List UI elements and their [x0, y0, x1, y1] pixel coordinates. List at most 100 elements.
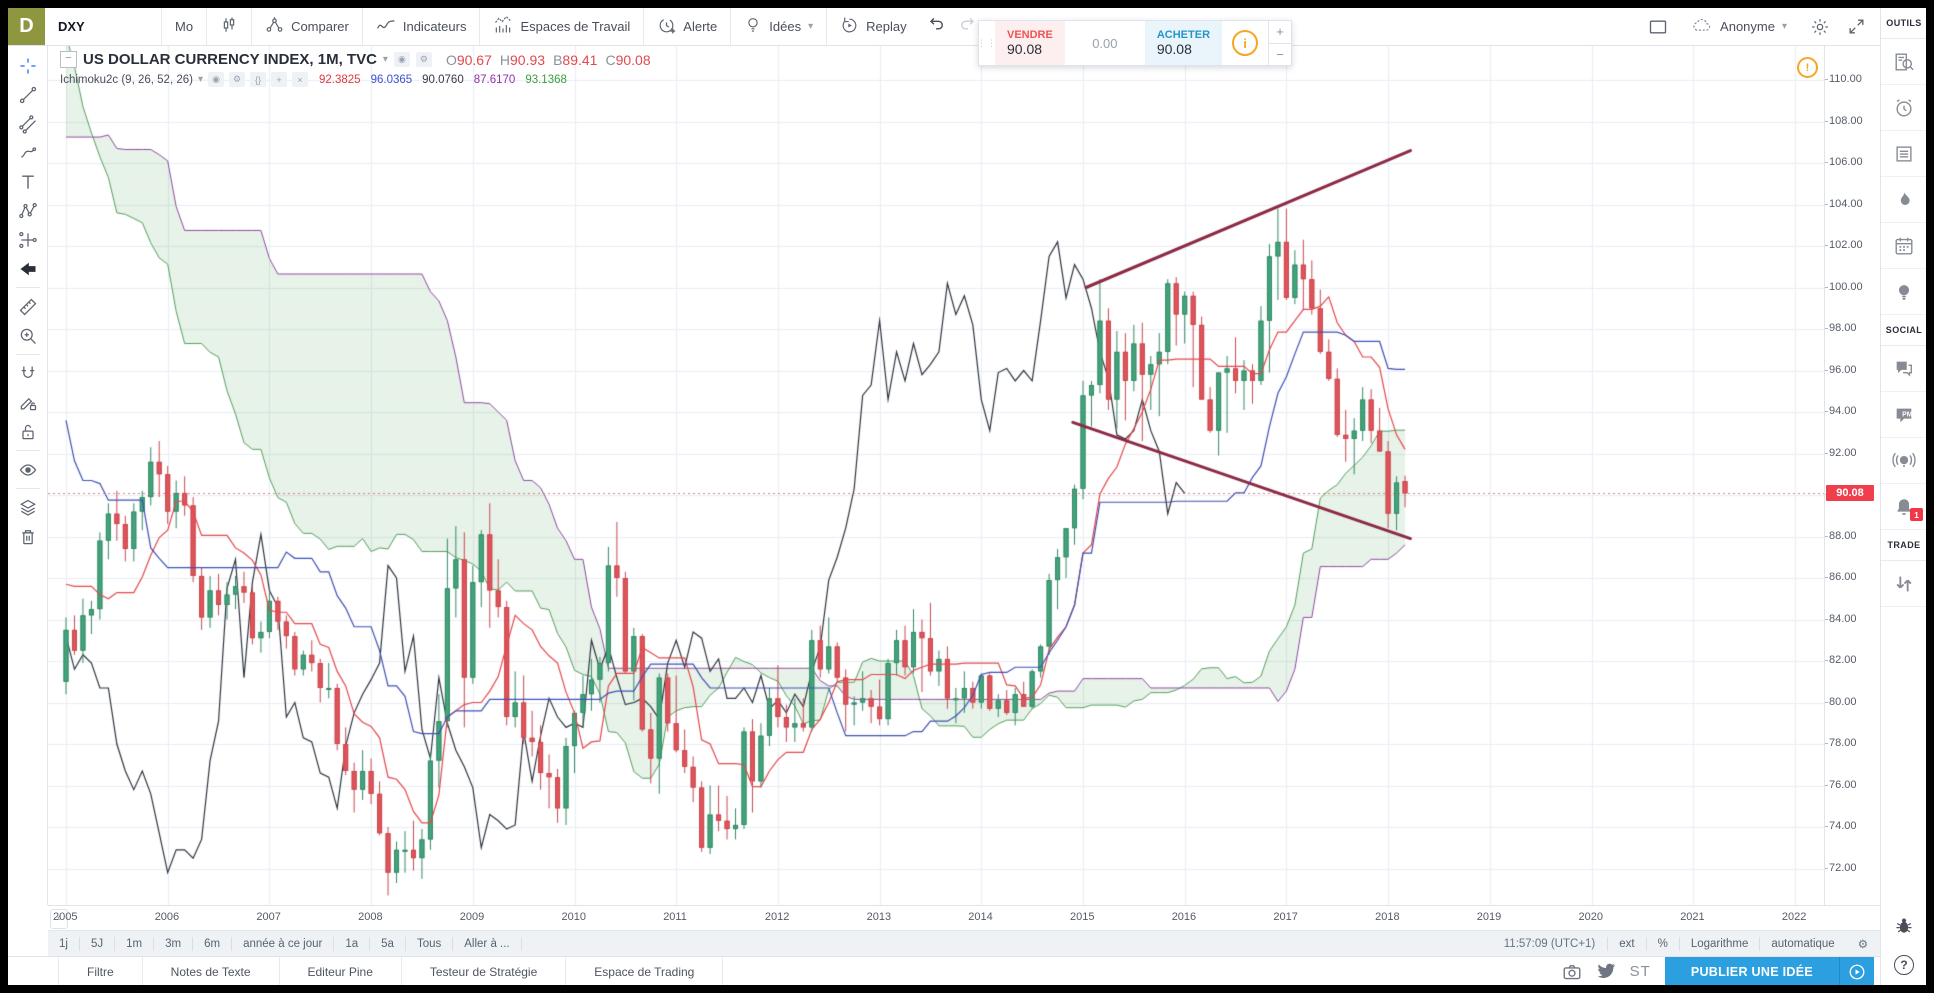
axis-collapse-button[interactable]: ‹: [50, 909, 68, 929]
indicator-add-icon[interactable]: +: [271, 72, 287, 87]
delayed-data-icon[interactable]: !: [1797, 57, 1818, 78]
workspaces-button[interactable]: Espaces de Travail: [480, 8, 645, 45]
fullscreen-button[interactable]: [1840, 12, 1872, 42]
twitter-icon[interactable]: [1596, 963, 1616, 980]
calendar-button[interactable]: [1881, 223, 1926, 269]
ruler-tool[interactable]: [11, 292, 45, 321]
scale-option-ext[interactable]: ext: [1607, 937, 1645, 951]
axis-settings-gear-button[interactable]: ⚙: [1857, 939, 1868, 951]
ideas-stream-button[interactable]: [1881, 438, 1926, 484]
indicator-title[interactable]: Ichimoku2c (9, 26, 52, 26): [60, 73, 193, 86]
settings-gear-button[interactable]: [1804, 12, 1836, 42]
layout-select-button[interactable]: [1642, 12, 1674, 42]
trading-panel-button[interactable]: [1881, 561, 1926, 607]
trendline-tool[interactable]: [11, 80, 45, 109]
range-button[interactable]: 1j: [48, 937, 80, 951]
ideas-button[interactable]: Idées ▾: [731, 8, 828, 45]
redo-button[interactable]: [952, 8, 984, 38]
time-axis[interactable]: ‹ 2005 2006 2007 2008 2009 2010 2011 2012 2013 20…: [48, 905, 1880, 931]
screener-button[interactable]: [1881, 39, 1926, 85]
app-logo[interactable]: D: [8, 8, 45, 45]
undo-button[interactable]: [920, 8, 952, 38]
indicator-settings-icon[interactable]: ⚙: [229, 72, 245, 87]
hide-all-tool[interactable]: [11, 455, 45, 484]
range-button[interactable]: 6m: [193, 937, 233, 951]
chart-style-button[interactable]: [207, 8, 253, 45]
scale-option-automatique[interactable]: automatique: [1759, 937, 1845, 951]
range-button[interactable]: 5J: [80, 937, 116, 951]
pattern-tool[interactable]: [11, 196, 45, 225]
price-axis[interactable]: 110.00 108.00 106.00 104.00 102.00 100.00 98.0…: [1824, 45, 1881, 905]
magnet-tool[interactable]: [11, 359, 45, 388]
quantity-decrease-button[interactable]: −: [1276, 46, 1284, 62]
ideas-bulb-button[interactable]: [1881, 269, 1926, 315]
trash-tool[interactable]: [11, 522, 45, 551]
publish-video-button[interactable]: [1839, 957, 1874, 985]
arrow-marker-tool[interactable]: [11, 254, 45, 283]
range-button[interactable]: 3m: [154, 937, 194, 951]
sell-button[interactable]: VENDRE 90.08: [995, 21, 1065, 65]
legend-symbol-title[interactable]: US DOLLAR CURRENCY INDEX, 1M, TVC: [83, 51, 377, 68]
stocktwits-button[interactable]: ST: [1629, 963, 1651, 980]
alert-button[interactable]: Alerte: [644, 8, 732, 45]
range-button[interactable]: Aller à ...: [453, 937, 522, 951]
buy-button[interactable]: ACHETER 90.08: [1144, 21, 1223, 65]
forecast-tool[interactable]: [11, 225, 45, 254]
crosshair-tool[interactable]: [11, 51, 45, 80]
trading-app-window: D DXY Mo Comparer Indicateurs Espaces de…: [8, 8, 1926, 985]
bottom-tab-editeur-pine[interactable]: Editeur Pine: [280, 957, 402, 985]
brush-tool[interactable]: [11, 138, 45, 167]
range-button[interactable]: année à ce jour: [232, 937, 335, 951]
chevron-down-icon: ▾: [1781, 21, 1787, 32]
alarm-button[interactable]: [1881, 85, 1926, 131]
range-button[interactable]: 1m: [115, 937, 155, 951]
bottom-tab-filtre[interactable]: Filtre: [58, 957, 143, 985]
text-tool-tool[interactable]: [11, 167, 45, 196]
indicator-visibility-icon[interactable]: ◉: [208, 72, 224, 87]
indicator-remove-icon[interactable]: ×: [292, 72, 308, 87]
scale-option-logarithme[interactable]: Logarithme: [1678, 937, 1760, 951]
drawing-mode-tool[interactable]: [11, 388, 45, 417]
compare-label: Comparer: [291, 19, 349, 34]
hotlist-button[interactable]: [1881, 177, 1926, 223]
zoom-in-tool[interactable]: [11, 321, 45, 350]
interval-button[interactable]: Mo: [162, 8, 208, 45]
range-button[interactable]: 1a: [334, 937, 371, 951]
sell-price: 90.08: [1007, 41, 1043, 57]
indicator-source-icon[interactable]: {}: [250, 72, 266, 87]
bug-report-button[interactable]: [1894, 916, 1914, 941]
quantity-increase-button[interactable]: +: [1269, 21, 1292, 44]
snapshot-camera-button[interactable]: [1562, 963, 1582, 981]
chats-button[interactable]: [1881, 346, 1926, 392]
bottom-tab-testeur-de-strat-gie[interactable]: Testeur de Stratégie: [402, 957, 567, 985]
notifications-bell-button[interactable]: 1: [1881, 484, 1926, 530]
compare-button[interactable]: Comparer: [252, 8, 363, 45]
symbol-settings-icon[interactable]: ⚙: [415, 52, 432, 67]
right-sidebar: OUTILS SOCIAL PM 1 TRADE?: [1880, 8, 1926, 985]
price-tick: 96.00: [1825, 363, 1857, 376]
bottom-tab-notes-de-texte[interactable]: Notes de Texte: [143, 957, 280, 985]
symbol-visibility-icon[interactable]: ◉: [393, 52, 410, 67]
price-chart[interactable]: [48, 45, 1824, 905]
chevron-down-icon[interactable]: ▾: [197, 74, 203, 85]
range-button[interactable]: Tous: [406, 937, 454, 951]
symbol-search-button[interactable]: DXY: [45, 8, 162, 45]
help-button[interactable]: ?: [1894, 955, 1914, 975]
replay-label: Replay: [866, 19, 907, 34]
text-notes-button[interactable]: [1881, 131, 1926, 177]
publish-idea-button[interactable]: PUBLIER UNE IDÉE: [1664, 957, 1839, 985]
range-button[interactable]: 5a: [370, 937, 406, 951]
lock-all-tool[interactable]: [11, 417, 45, 446]
private-chat-button[interactable]: PM: [1881, 392, 1926, 438]
gann-fib-tool[interactable]: [11, 109, 45, 138]
replay-button[interactable]: Replay: [827, 8, 919, 45]
user-account-button[interactable]: Anonyme ▾: [1678, 17, 1800, 36]
chevron-down-icon[interactable]: ▾: [382, 54, 388, 65]
bottom-tab-espace-de-trading[interactable]: Espace de Trading: [566, 957, 724, 985]
order-panel-drag-handle[interactable]: ⋮⋮: [977, 37, 997, 48]
order-info-button[interactable]: i: [1222, 21, 1268, 65]
object-tree-tool[interactable]: [11, 493, 45, 522]
legend-collapse-button[interactable]: −: [60, 51, 77, 68]
indicators-button[interactable]: Indicateurs: [363, 8, 481, 45]
scale-option-%[interactable]: %: [1645, 937, 1679, 951]
